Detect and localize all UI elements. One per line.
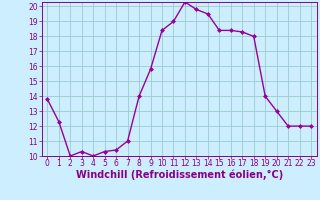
X-axis label: Windchill (Refroidissement éolien,°C): Windchill (Refroidissement éolien,°C) xyxy=(76,170,283,180)
